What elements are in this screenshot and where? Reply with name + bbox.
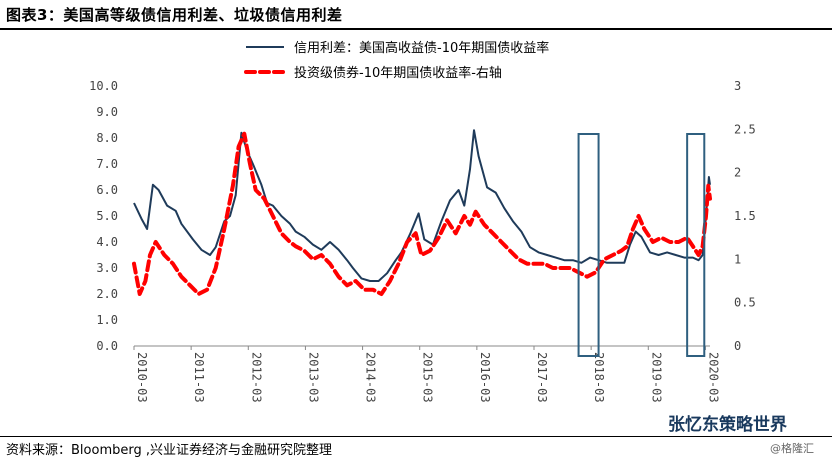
- y-left-tick-label: 0.0: [96, 339, 118, 353]
- y-left-tick-label: 6.0: [96, 183, 118, 197]
- y-right-tick-label: 3: [734, 79, 741, 93]
- y-left-tick-label: 9.0: [96, 105, 118, 119]
- y-left-tick-label: 5.0: [96, 209, 118, 223]
- highlight-box-2: [686, 133, 706, 357]
- high-yield-spread-line: [133, 129, 711, 282]
- y-right-tick-label: 1: [734, 252, 741, 266]
- highlight-box-1: [577, 133, 600, 357]
- x-tick-label: 2019-03: [649, 352, 663, 403]
- y-left-tick-label: 3.0: [96, 261, 118, 275]
- x-tick-label: 2015-03: [421, 352, 435, 403]
- x-tick-label: 2013-03: [306, 352, 320, 403]
- figure-title: 图表3：美国高等级债信用利差、垃圾债信用利差: [6, 6, 343, 24]
- y-right-tick-label: 2.5: [734, 122, 756, 136]
- y-left-tick-label: 1.0: [96, 313, 118, 327]
- y-left-tick-label: 10.0: [89, 79, 118, 93]
- watermark-small: @格隆汇: [770, 442, 814, 455]
- y-left-tick-label: 7.0: [96, 157, 118, 171]
- x-tick-label: 2014-03: [364, 352, 378, 403]
- y-right-tick-label: 1.5: [734, 209, 756, 223]
- x-tick-label: 2011-03: [192, 352, 206, 403]
- legend-label-high-yield: 信用利差：美国高收益债-10年期国债收益率: [294, 40, 549, 56]
- y-left-tick-label: 2.0: [96, 287, 118, 301]
- y-right-tick-label: 0: [734, 339, 741, 353]
- x-tick-label: 2012-03: [249, 352, 263, 403]
- y-right-tick-label: 2: [734, 166, 741, 180]
- top-rule: [0, 28, 832, 30]
- x-tick-label: 2020-03: [706, 352, 720, 403]
- investment-grade-spread-line: [132, 131, 712, 296]
- y-left-tick-label: 8.0: [96, 131, 118, 145]
- bottom-rule: [0, 436, 832, 437]
- x-tick-label: 2018-03: [592, 352, 606, 403]
- x-tick-label: 2016-03: [478, 352, 492, 403]
- legend-label-investment-grade: 投资级债券-10年期国债收益率-右轴: [294, 65, 502, 81]
- x-tick-label: 2010-03: [135, 352, 149, 403]
- source-note: 资料来源：Bloomberg ,兴业证券经济与金融研究院整理: [6, 443, 332, 458]
- credit-spread-chart: 0.0 1.0 2.0 3.0 4.0 5.0 6.0 7.0 8.0 9.0 10.0 0 0.5 1 1…: [89, 40, 756, 403]
- y-left-tick-label: 4.0: [96, 235, 118, 249]
- watermark: 张忆东策略世界: [668, 415, 787, 435]
- y-right-tick-label: 0.5: [734, 296, 756, 310]
- x-tick-label: 2017-03: [535, 352, 549, 403]
